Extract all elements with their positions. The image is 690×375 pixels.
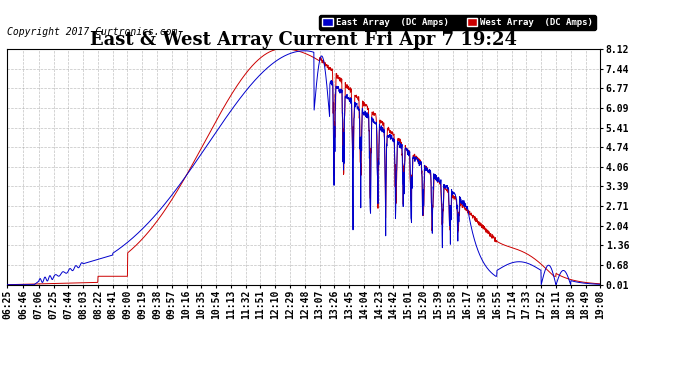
Legend: East Array  (DC Amps), West Array  (DC Amps): East Array (DC Amps), West Array (DC Amp… xyxy=(319,15,595,30)
Title: East & West Array Current Fri Apr 7 19:24: East & West Array Current Fri Apr 7 19:2… xyxy=(90,31,517,49)
Text: Copyright 2017 Curtronics.com: Copyright 2017 Curtronics.com xyxy=(7,27,177,37)
